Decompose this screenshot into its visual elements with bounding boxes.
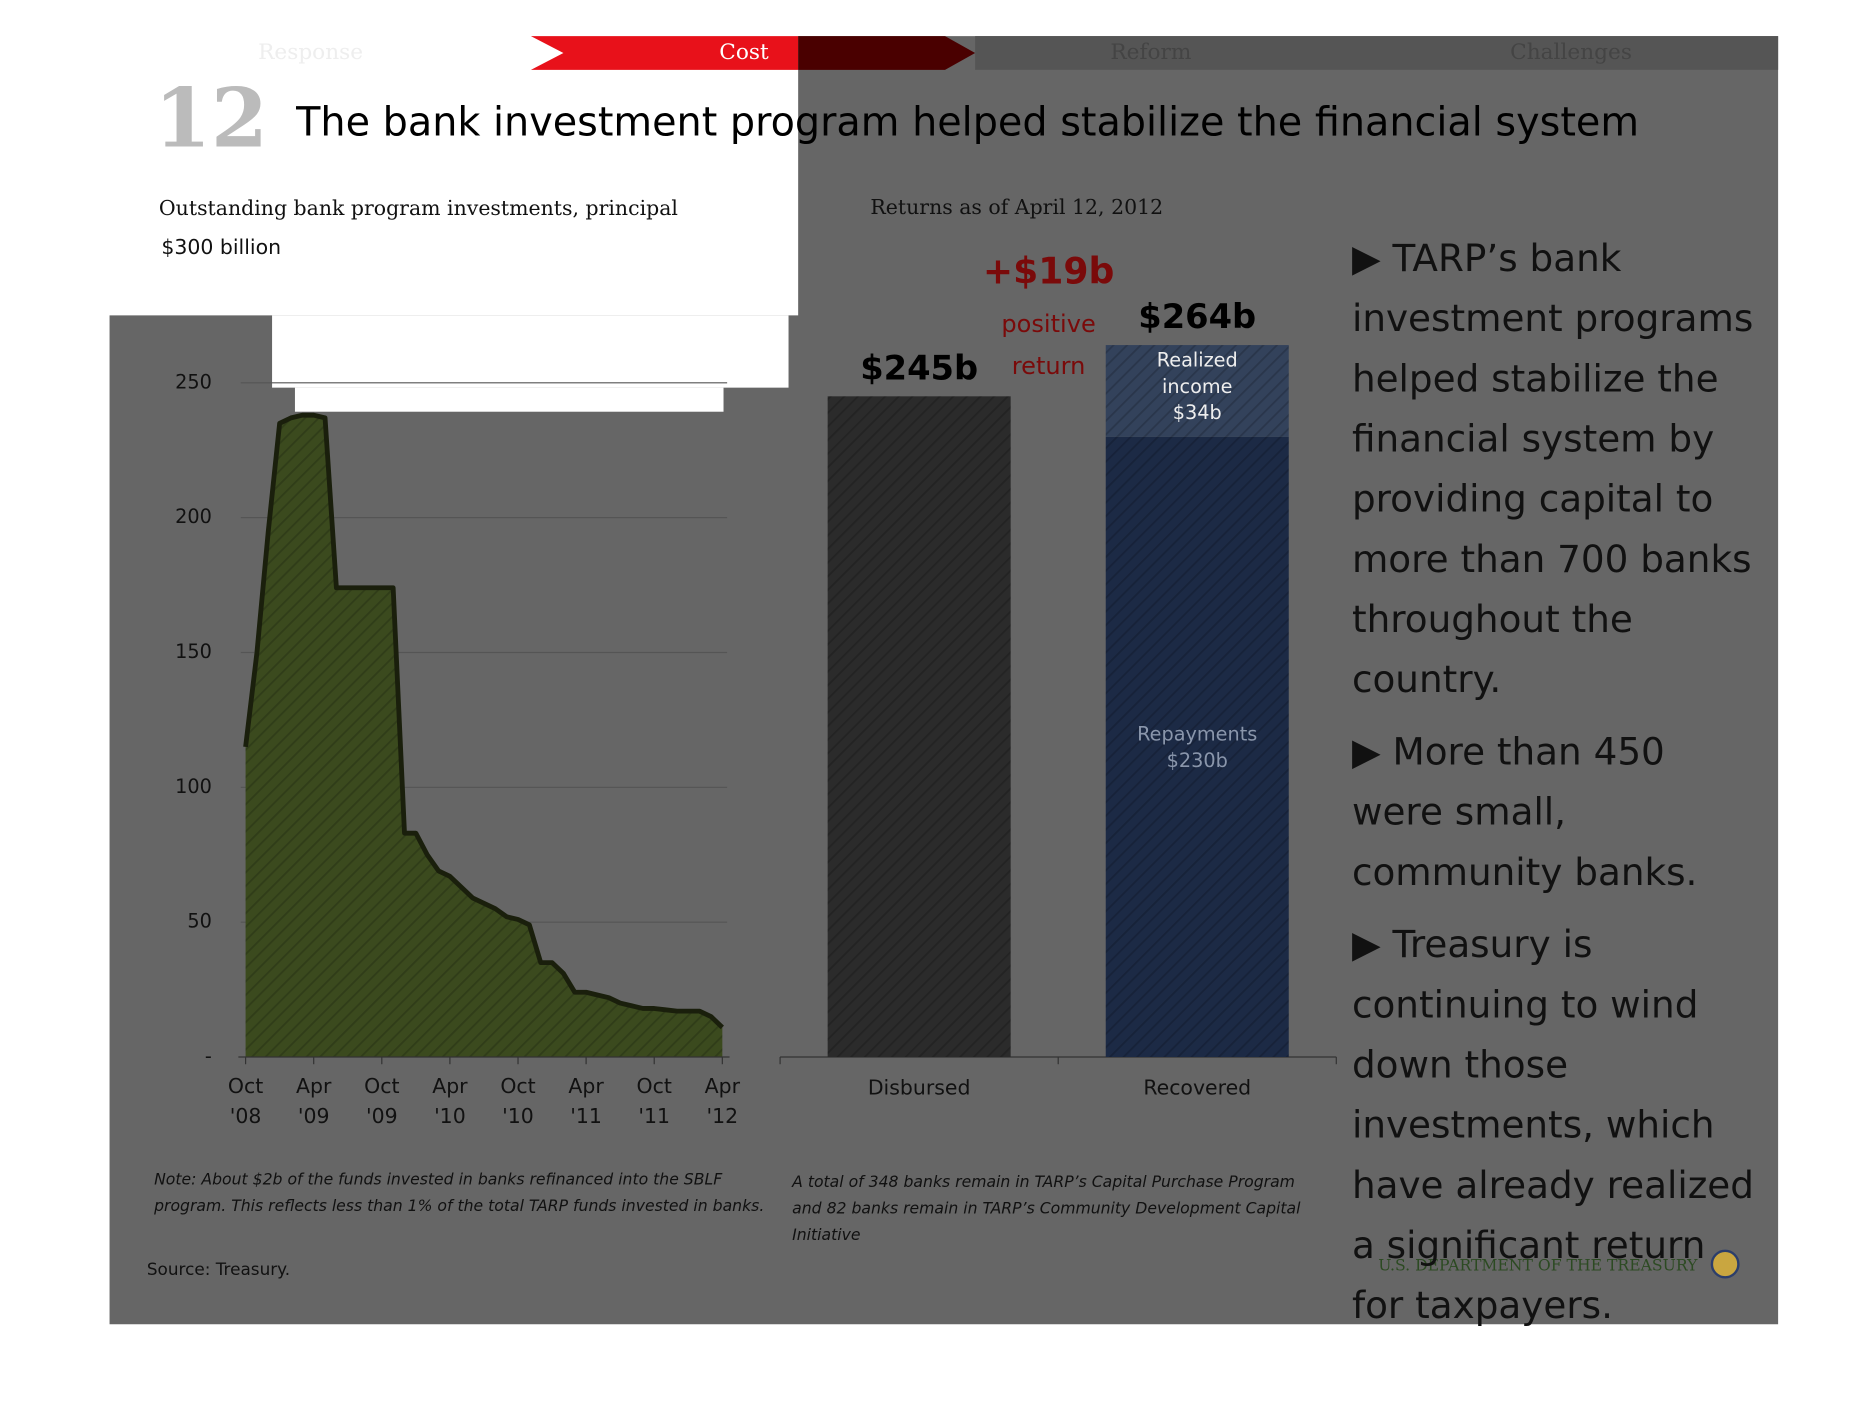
note: Note: About $2b of the funds invested in… xyxy=(154,1171,765,1216)
bar-hatch xyxy=(1105,436,1289,1057)
annotation: positive return xyxy=(1001,310,1095,380)
x-tick-label: Oct '10 xyxy=(500,1074,535,1128)
x-tick-label: Apr '12 xyxy=(705,1074,741,1128)
y-tick-label: 150 xyxy=(175,640,212,663)
bullet: ▶ More than 450 were small, community ba… xyxy=(1351,730,1698,895)
footer: U.S. DEPARTMENT OF THE TREASURY xyxy=(1378,1255,1698,1274)
y-tick-label: - xyxy=(205,1044,212,1067)
x-tick-label: Apr '11 xyxy=(568,1074,604,1128)
value-label: $230b xyxy=(1167,749,1228,772)
value-label: $34b xyxy=(1173,401,1222,424)
segment-name: Repayments xyxy=(1137,722,1257,745)
segment-name: Realized income xyxy=(1157,348,1238,397)
blank xyxy=(294,387,724,412)
y-tick-label: 100 xyxy=(175,775,212,798)
slide-title: The bank investment program helped stabi… xyxy=(295,100,1639,146)
y-tick-label: 50 xyxy=(187,910,212,933)
nav-item[interactable]: Challenges xyxy=(1510,40,1632,65)
y-tick-label: 200 xyxy=(175,505,212,528)
nav-item[interactable]: Response xyxy=(258,40,363,65)
nav-arrow xyxy=(798,36,976,70)
x-tick-label: Disbursed xyxy=(868,1075,971,1099)
total-label: $245b xyxy=(860,348,978,387)
x-tick-label: Apr '09 xyxy=(296,1074,332,1128)
y-tick-label: 250 xyxy=(175,370,212,393)
bar-hatch xyxy=(827,396,1011,1057)
chart-title: Outstanding bank program investments, pr… xyxy=(159,196,678,220)
x-tick-label: Apr '10 xyxy=(432,1074,468,1128)
bullet: ▶ TARP’s bank investment programs helped… xyxy=(1351,237,1754,702)
x-tick-label: Oct '11 xyxy=(637,1074,672,1128)
bullet: ▶ Treasury is continuing to wind down th… xyxy=(1351,923,1754,1328)
total-label: $264b xyxy=(1138,297,1256,336)
nav-bar xyxy=(975,36,1779,70)
bar-hatch xyxy=(1105,345,1289,437)
y-tick-label: $300 billion xyxy=(161,235,281,259)
nav-item[interactable]: Reform xyxy=(1110,40,1191,65)
note: A total of 348 banks remain in TARP’s Ca… xyxy=(792,1173,1301,1245)
x-tick-label: Oct '08 xyxy=(228,1074,263,1128)
seal xyxy=(1710,1249,1740,1279)
bullet-text: TARP’s bank investment programs helped s… xyxy=(1351,237,1754,702)
source: Source: Treasury. xyxy=(147,1259,290,1279)
nav-item[interactable]: Cost xyxy=(719,40,769,65)
bullets: ▶ TARP’s bank investment programs helped… xyxy=(1352,229,1767,1349)
bullet-text: More than 450 were small, community bank… xyxy=(1351,730,1698,895)
slide-number: 12 xyxy=(154,71,268,167)
x-tick-label: Oct '09 xyxy=(364,1074,399,1128)
chart-title: Returns as of April 12, 2012 xyxy=(870,195,1163,219)
annotation: +$19b xyxy=(983,249,1114,292)
nav-active xyxy=(530,36,799,70)
blank xyxy=(272,315,789,388)
x-tick-label: Recovered xyxy=(1143,1075,1251,1099)
area-outline xyxy=(243,412,724,1030)
bullet-text: Treasury is continuing to wind down thos… xyxy=(1351,923,1754,1328)
area-hatch xyxy=(245,415,723,1057)
